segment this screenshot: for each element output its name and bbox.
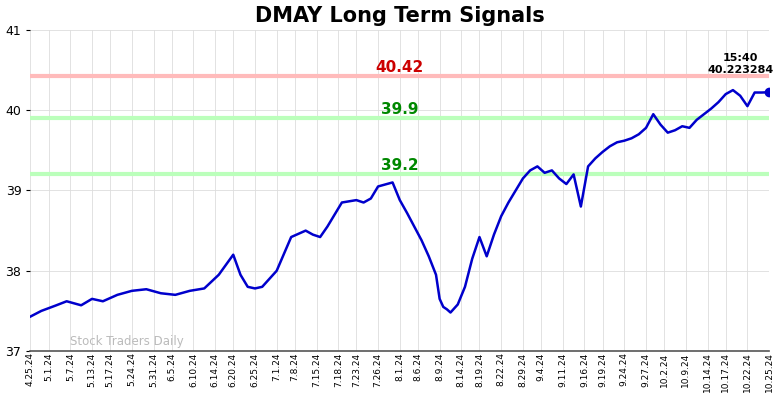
- Title: DMAY Long Term Signals: DMAY Long Term Signals: [255, 6, 545, 25]
- Text: 39.2: 39.2: [381, 158, 419, 174]
- Text: 15:40
40.223284: 15:40 40.223284: [707, 53, 773, 74]
- Text: 40.42: 40.42: [376, 60, 424, 76]
- Text: 39.9: 39.9: [381, 102, 419, 117]
- Text: Stock Traders Daily: Stock Traders Daily: [71, 335, 184, 347]
